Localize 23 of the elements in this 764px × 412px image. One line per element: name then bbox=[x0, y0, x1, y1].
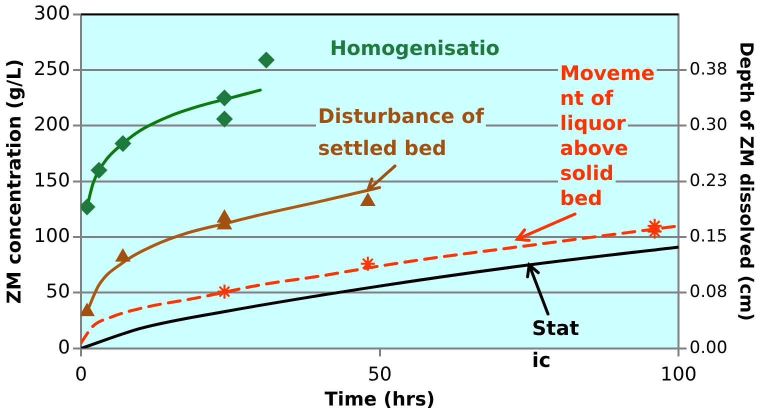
x-tick-label: 50 bbox=[368, 364, 392, 386]
x-tick-label: 100 bbox=[660, 364, 697, 386]
y-axis-title: ZM concentration (g/L) bbox=[3, 58, 26, 304]
y-tick-label: 150 bbox=[34, 169, 70, 192]
x-tick-label: 0 bbox=[75, 364, 88, 386]
y2-tick-label: 0.08 bbox=[690, 282, 728, 302]
y-tick-label: 50 bbox=[46, 280, 70, 303]
y-tick-label: 300 bbox=[34, 2, 70, 24]
y-tick-label: 200 bbox=[34, 114, 70, 136]
y2-tick-label: 0.00 bbox=[690, 338, 728, 358]
y-tick-label: 0 bbox=[58, 336, 70, 358]
text: Stat ic bbox=[532, 316, 580, 372]
y2-tick-label: 0.38 bbox=[690, 59, 728, 80]
text: Disturbance of settled bed bbox=[318, 104, 484, 160]
x-axis-title: Time (hrs) bbox=[324, 388, 435, 411]
series-label: Moveme nt of liquor above solid bed bbox=[560, 61, 655, 210]
y2-axis-title: Depth of ZM dissolved (cm) bbox=[736, 42, 757, 322]
y2-tick-label: 0.15 bbox=[690, 226, 728, 246]
text: Homogenisatio bbox=[330, 36, 500, 60]
y-tick-label: 100 bbox=[34, 225, 70, 248]
y2-tick-label: 0.30 bbox=[690, 115, 728, 136]
y2-tick-label: 0.23 bbox=[690, 170, 728, 191]
y-tick-label: 250 bbox=[34, 58, 70, 80]
